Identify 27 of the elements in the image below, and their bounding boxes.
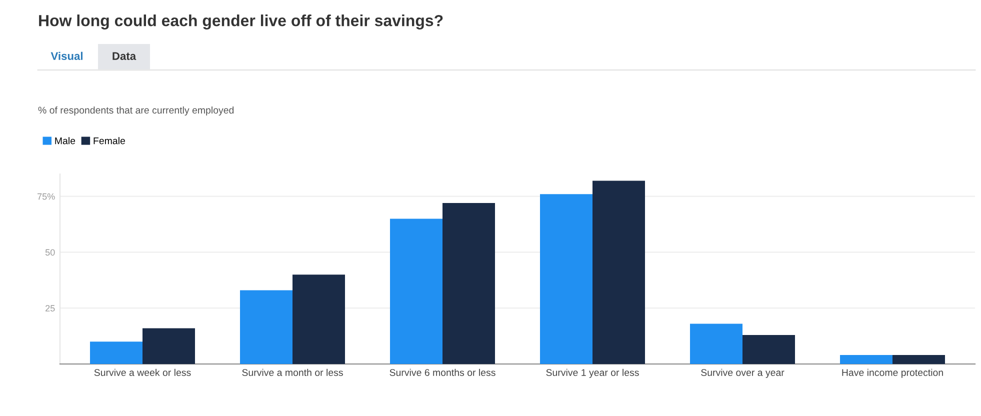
bar	[840, 355, 892, 364]
x-tick-label: Survive 6 months or less	[390, 368, 496, 376]
bar	[142, 328, 195, 364]
bar	[540, 194, 592, 364]
bar	[90, 342, 142, 364]
bar	[390, 218, 442, 364]
x-tick-label: Survive a week or less	[94, 368, 191, 376]
text: Data	[112, 52, 136, 60]
x-tick-label: Have income protection	[842, 368, 943, 378]
bar	[592, 180, 645, 364]
bar	[742, 334, 795, 364]
bar	[292, 274, 345, 364]
y-tick-label: 50	[45, 249, 55, 256]
x-tick-label: Survive a month or less	[242, 368, 343, 376]
bar	[690, 324, 742, 364]
y-tick-label: 75%	[38, 193, 55, 200]
y-tick-label: 25	[46, 305, 55, 312]
legend-label: Male	[55, 137, 76, 144]
legend-label: Female	[94, 137, 125, 144]
text: Visual	[50, 52, 82, 60]
chart-title: How long could each gender live off of their savings?	[39, 14, 443, 30]
bar	[240, 290, 292, 364]
bar	[442, 203, 495, 364]
bar	[892, 355, 945, 364]
x-tick-label: Survive 1 year or less	[546, 368, 639, 378]
chart-subtitle: % of respondents that are currently employed	[38, 106, 234, 116]
x-tick-label: Survive over a year	[701, 368, 784, 378]
